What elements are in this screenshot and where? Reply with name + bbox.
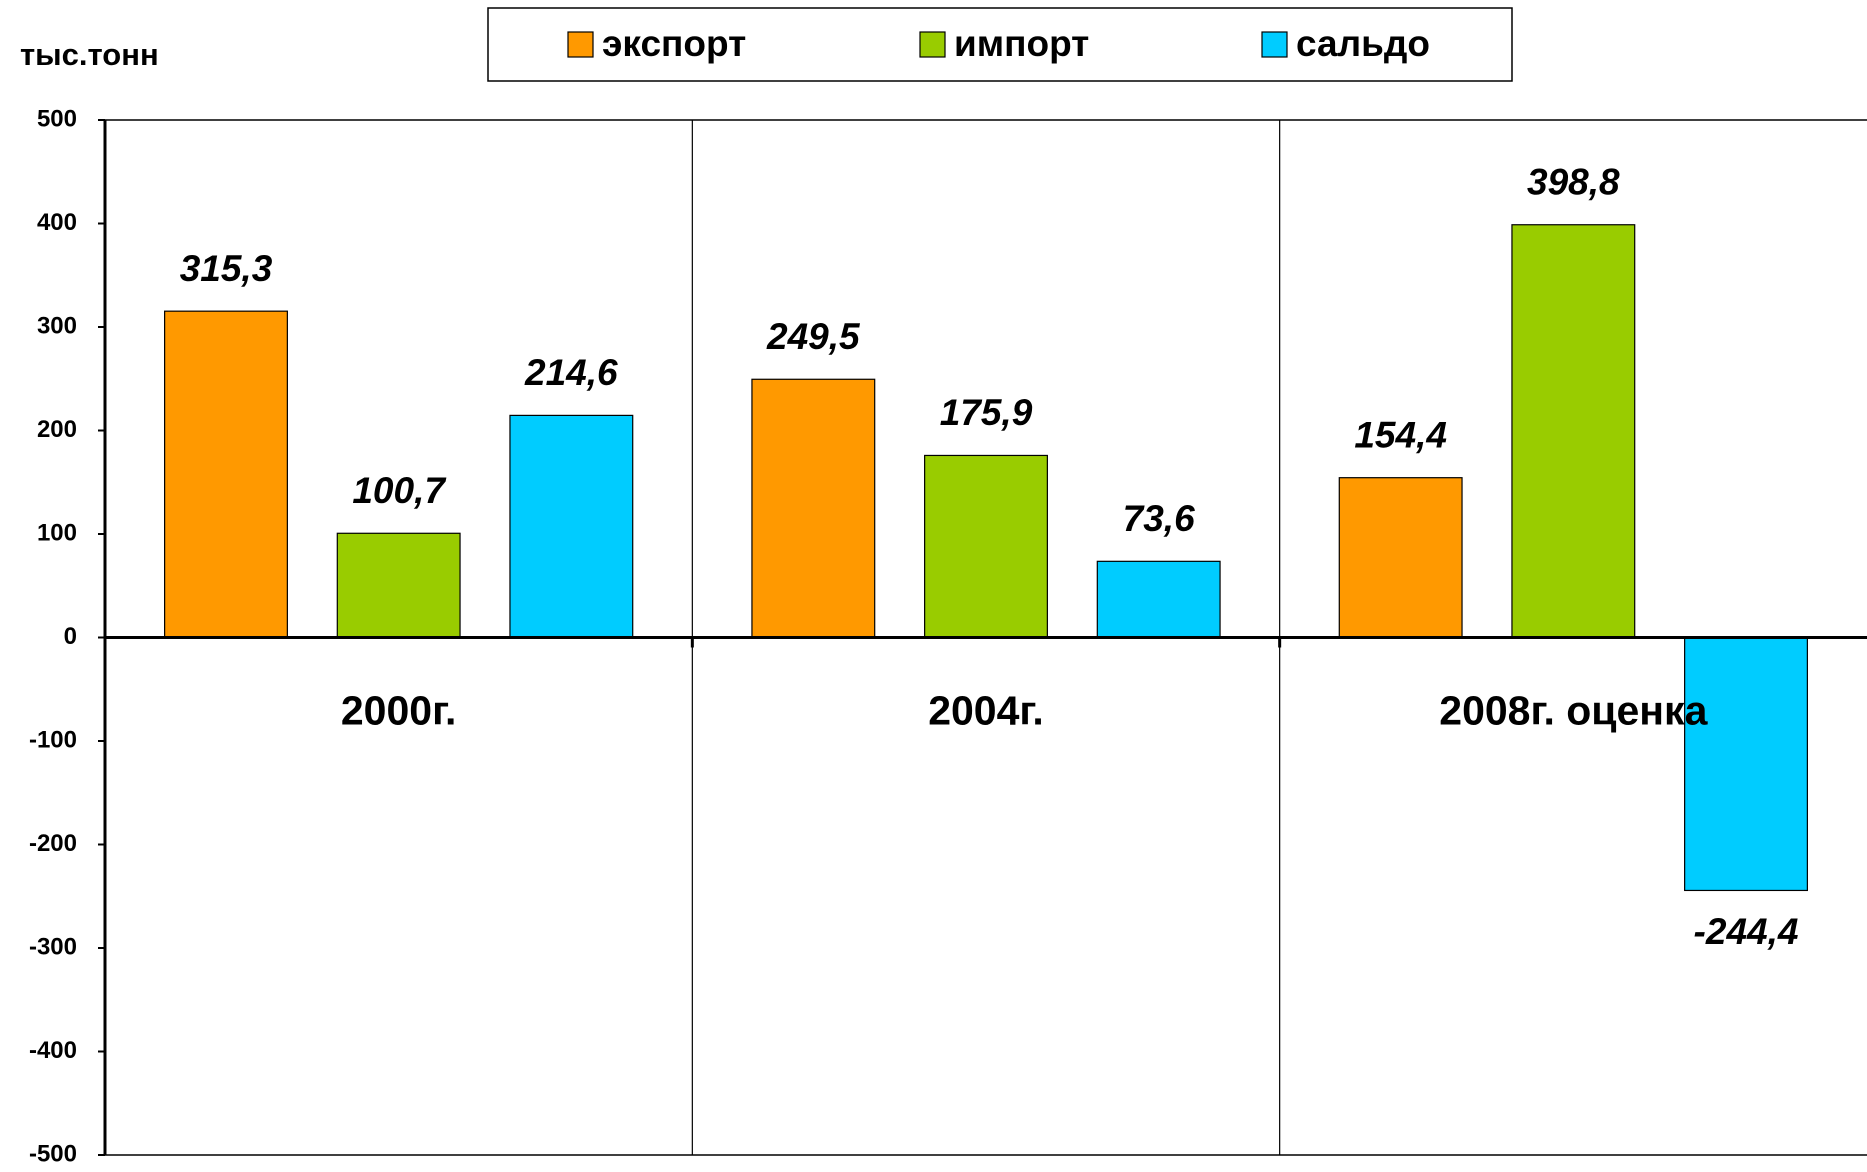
legend-label: экспорт bbox=[602, 23, 746, 64]
legend-swatch bbox=[1261, 31, 1288, 58]
y-tick-label: -500 bbox=[29, 1140, 77, 1167]
bar bbox=[751, 378, 876, 639]
bar bbox=[924, 454, 1048, 639]
bar bbox=[1338, 477, 1463, 639]
legend bbox=[487, 7, 1513, 82]
legend-label: сальдо bbox=[1296, 23, 1430, 64]
data-label: 249,5 bbox=[766, 316, 861, 357]
data-label: -244,4 bbox=[1694, 911, 1799, 952]
legend-label: импорт bbox=[954, 23, 1089, 64]
x-tick-label: 2000г. bbox=[341, 687, 457, 733]
y-tick-label: 200 bbox=[37, 416, 77, 443]
bar bbox=[1511, 224, 1636, 639]
data-label: 154,4 bbox=[1354, 414, 1447, 455]
bar bbox=[1684, 636, 1808, 892]
y-tick-label: 500 bbox=[37, 105, 77, 132]
x-tick-label: 2004г. bbox=[928, 687, 1044, 733]
bar bbox=[336, 532, 461, 639]
bar bbox=[164, 310, 288, 639]
data-label: 73,6 bbox=[1123, 498, 1195, 539]
legend-swatch bbox=[567, 31, 594, 58]
y-tick-label: -100 bbox=[29, 726, 77, 753]
x-tick-label: 2008г. оценка bbox=[1439, 687, 1708, 733]
data-label: 100,7 bbox=[352, 470, 447, 511]
y-tick-label: 400 bbox=[37, 209, 77, 236]
data-label: 214,6 bbox=[524, 352, 618, 393]
y-tick-label: 300 bbox=[37, 312, 77, 339]
y-tick-label: 100 bbox=[37, 519, 77, 546]
y-tick-label: -400 bbox=[29, 1037, 77, 1064]
legend-swatch bbox=[919, 31, 946, 58]
bar bbox=[509, 414, 634, 639]
y-tick-label: -300 bbox=[29, 933, 77, 960]
data-label: 315,3 bbox=[180, 248, 273, 289]
y-axis-label: тыс.тонн bbox=[20, 37, 159, 72]
bar bbox=[1096, 560, 1221, 639]
data-label: 175,9 bbox=[940, 392, 1033, 433]
y-tick-label: 0 bbox=[64, 623, 77, 650]
y-tick-label: -200 bbox=[29, 830, 77, 857]
data-label: 398,8 bbox=[1527, 162, 1620, 203]
